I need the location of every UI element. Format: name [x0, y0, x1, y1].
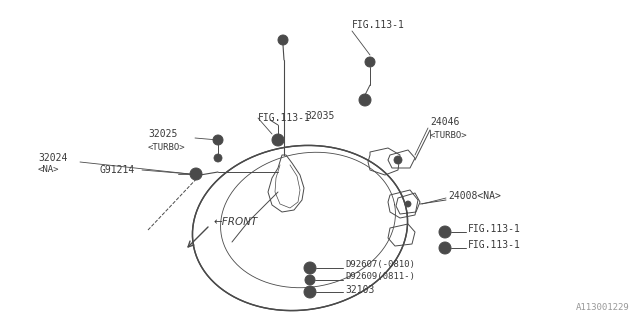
Circle shape — [305, 275, 315, 285]
Text: 24008<NA>: 24008<NA> — [448, 191, 501, 201]
Text: D92609(0811-): D92609(0811-) — [345, 273, 415, 282]
Circle shape — [304, 286, 316, 298]
Circle shape — [308, 278, 312, 282]
Circle shape — [405, 201, 411, 207]
Text: FIG.113-1: FIG.113-1 — [468, 240, 521, 250]
Text: FIG.113-1: FIG.113-1 — [258, 113, 311, 123]
Circle shape — [213, 135, 223, 145]
Circle shape — [304, 262, 316, 274]
Circle shape — [439, 242, 451, 254]
Text: FIG.113-1: FIG.113-1 — [352, 20, 405, 30]
Text: G91214: G91214 — [100, 165, 135, 175]
Text: A113001229: A113001229 — [576, 303, 630, 312]
Circle shape — [307, 289, 313, 295]
Circle shape — [272, 134, 284, 146]
Text: ←FRONT: ←FRONT — [213, 217, 257, 227]
Text: 32025: 32025 — [148, 129, 177, 139]
Circle shape — [365, 57, 375, 67]
Circle shape — [362, 97, 368, 103]
Circle shape — [439, 226, 451, 238]
Circle shape — [275, 137, 281, 143]
Text: 32103: 32103 — [345, 285, 374, 295]
Text: 24046: 24046 — [430, 117, 460, 127]
Circle shape — [442, 245, 448, 251]
Text: FIG.113-1: FIG.113-1 — [468, 224, 521, 234]
Circle shape — [442, 229, 448, 235]
Text: 32024: 32024 — [38, 153, 67, 163]
Text: D92607(-0810): D92607(-0810) — [345, 260, 415, 269]
Circle shape — [394, 156, 402, 164]
Text: <TURBO>: <TURBO> — [148, 142, 186, 151]
Polygon shape — [193, 145, 408, 311]
Text: 32035: 32035 — [305, 111, 334, 121]
Circle shape — [190, 168, 202, 180]
Circle shape — [214, 154, 222, 162]
Circle shape — [278, 35, 288, 45]
Text: <TURBO>: <TURBO> — [430, 131, 468, 140]
Circle shape — [307, 265, 313, 271]
Text: <NA>: <NA> — [38, 165, 60, 174]
Circle shape — [359, 94, 371, 106]
